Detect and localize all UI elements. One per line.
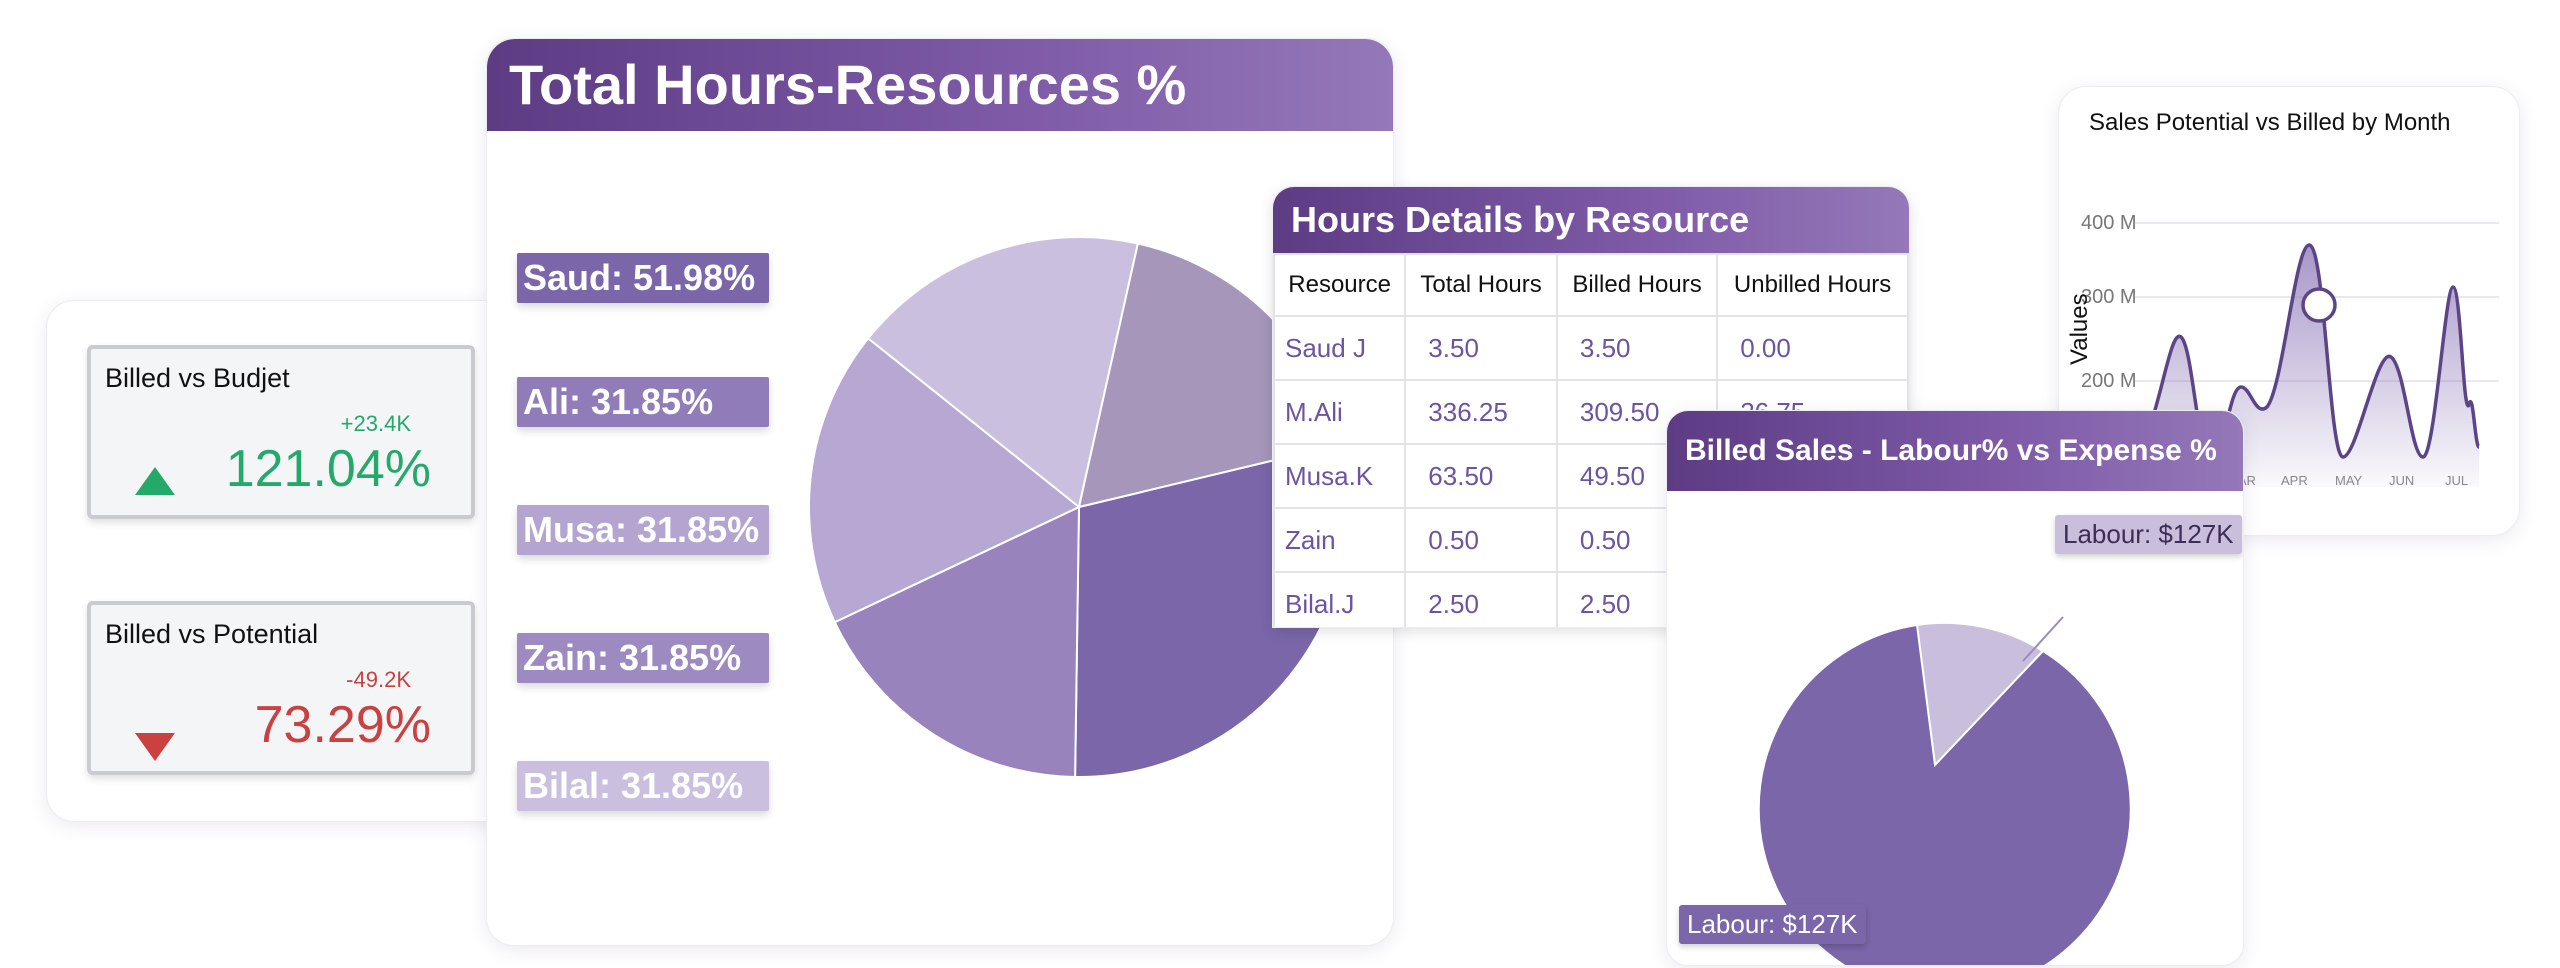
kpi-title: Billed vs Budjet xyxy=(105,363,290,393)
kpi-panel: Billed vs Budjet +23.4K 121.04% Billed v… xyxy=(46,300,518,822)
kpi-billed-vs-potential: Billed vs Potential -49.2K 73.29% xyxy=(87,601,475,775)
pie-slice-musa[interactable] xyxy=(808,336,1081,624)
pie-slice-ali[interactable] xyxy=(833,505,1081,778)
table-cell: Zain xyxy=(1273,507,1407,573)
hours-details-title: Hours Details by Resource xyxy=(1273,187,1909,253)
table-cell: Saud J xyxy=(1273,315,1407,381)
y-tick: 300 M xyxy=(2081,286,2137,308)
kpi-title: Billed vs Potential xyxy=(105,619,319,649)
total-hours-card: Total Hours-Resources % Saud: 51.98% Ali:… xyxy=(486,38,1394,946)
x-tick: MAY xyxy=(2335,473,2363,488)
pie-data-label: Labour: $127K xyxy=(1679,905,1866,944)
kpi-value: 121.04% xyxy=(225,440,431,498)
billed-sales-card: Billed Sales - Labour% vs Expense % Labo… xyxy=(1666,410,2244,966)
sales-chart-title: Sales Potential vs Billed by Month xyxy=(2089,109,2451,136)
y-tick: 400 M xyxy=(2081,212,2137,234)
leader-line xyxy=(2022,616,2064,662)
arrow-up-icon xyxy=(135,467,175,495)
x-tick: APR xyxy=(2281,473,2308,488)
pie-slice-zain[interactable] xyxy=(866,236,1140,509)
kpi-delta: -49.2K xyxy=(346,667,411,692)
hover-point[interactable] xyxy=(2301,287,2337,323)
table-cell: 3.50 xyxy=(1404,315,1558,381)
column-header[interactable]: Billed Hours xyxy=(1555,253,1719,317)
table-cell: 63.50 xyxy=(1404,443,1558,509)
column-header[interactable]: Total Hours xyxy=(1404,253,1558,317)
billed-sales-pie xyxy=(1757,616,2132,965)
kpi-delta: +23.4K xyxy=(340,411,411,436)
table-header-row: Resource Total Hours Billed Hours Unbill… xyxy=(1273,253,1909,317)
table-cell: M.Ali xyxy=(1273,379,1407,445)
table-row[interactable]: Saud J 3.50 3.50 0.00 xyxy=(1273,315,1909,381)
pie-data-label: Labour: $127K xyxy=(2055,515,2242,554)
resource-label: Saud: 51.98% xyxy=(517,253,769,303)
arrow-down-icon xyxy=(135,733,175,761)
resource-label: Ali: 31.85% xyxy=(517,377,769,427)
table-cell: 0.50 xyxy=(1404,507,1558,573)
pie-slice-labour[interactable] xyxy=(1757,623,2132,965)
x-tick: JUN xyxy=(2389,473,2414,488)
column-header[interactable]: Unbilled Hours xyxy=(1716,253,1909,317)
total-hours-title: Total Hours-Resources % xyxy=(487,39,1393,131)
resource-label: Zain: 31.85% xyxy=(517,633,769,683)
kpi-value: 73.29% xyxy=(254,696,431,754)
table-cell: Bilal.J xyxy=(1273,571,1407,627)
billed-sales-title: Billed Sales - Labour% vs Expense % xyxy=(1667,411,2243,491)
column-header[interactable]: Resource xyxy=(1273,253,1407,317)
y-axis-label: Values xyxy=(2066,293,2093,365)
table-cell: 2.50 xyxy=(1404,571,1558,627)
y-tick: 200 M xyxy=(2081,370,2137,392)
resource-label: Musa: 31.85% xyxy=(517,505,769,555)
table-cell: 0.00 xyxy=(1716,315,1909,381)
sales-area xyxy=(2135,244,2479,487)
resource-label: Bilal: 31.85% xyxy=(517,761,769,811)
table-cell: 3.50 xyxy=(1555,315,1719,381)
kpi-billed-vs-budget: Billed vs Budjet +23.4K 121.04% xyxy=(87,345,475,519)
x-tick: JUL xyxy=(2445,473,2468,488)
table-cell: Musa.K xyxy=(1273,443,1407,509)
table-cell: 336.25 xyxy=(1404,379,1558,445)
total-hours-pie xyxy=(808,236,1350,778)
